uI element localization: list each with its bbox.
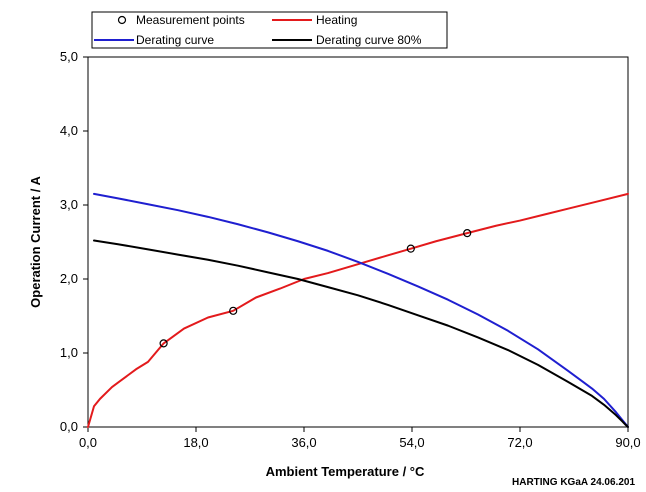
y-tick-label: 3,0: [60, 197, 78, 212]
y-tick-label: 0,0: [60, 419, 78, 434]
legend: Measurement points Heating Derating curv…: [91, 11, 448, 49]
x-tick-label: 54,0: [399, 435, 424, 450]
legend-item-heating: Heating: [272, 13, 357, 27]
legend-label-derating-curve-80: Derating curve 80%: [316, 33, 422, 47]
legend-marker-measurement-points: [117, 15, 127, 25]
data-point-measurement-points: [463, 229, 472, 238]
chart-footer-credit: HARTING KGaA 24.06.201: [512, 477, 635, 487]
legend-item-measurement-points: Measurement points: [117, 13, 245, 27]
x-tick-label: 90,0: [615, 435, 640, 450]
series-line-derating-curve: [93, 192, 629, 428]
series-group: [87, 192, 629, 428]
data-point-measurement-points: [406, 244, 415, 253]
legend-label-measurement-points: Measurement points: [136, 13, 245, 27]
data-point-measurement-points: [159, 339, 168, 348]
y-tick-label: 1,0: [60, 345, 78, 360]
x-tick-label: 18,0: [183, 435, 208, 450]
x-tick-label: 72,0: [507, 435, 532, 450]
x-tick-label: 36,0: [291, 435, 316, 450]
y-axis-title: Operation Current / A: [28, 176, 43, 308]
y-axis-ticks: 0,0 1,0 2,0 3,0 4,0 5,0: [60, 49, 88, 434]
legend-item-derating-curve: Derating curve: [94, 33, 214, 47]
y-tick-label: 5,0: [60, 49, 78, 64]
x-axis-ticks: 0,0 18,0 36,0 54,0 72,0 90,0: [79, 427, 641, 450]
legend-item-derating-curve-80: Derating curve 80%: [272, 33, 422, 47]
y-tick-label: 4,0: [60, 123, 78, 138]
data-point-measurement-points: [229, 306, 238, 315]
series-line-heating: [87, 192, 629, 428]
legend-label-derating-curve: Derating curve: [136, 33, 214, 47]
plot-frame: [87, 56, 629, 428]
x-tick-label: 0,0: [79, 435, 97, 450]
legend-label-heating: Heating: [316, 13, 357, 27]
legend-box: [91, 11, 448, 49]
x-axis-title: Ambient Temperature / °C: [266, 464, 425, 479]
series-line-derating-curve-80: [93, 239, 629, 428]
y-tick-label: 2,0: [60, 271, 78, 286]
